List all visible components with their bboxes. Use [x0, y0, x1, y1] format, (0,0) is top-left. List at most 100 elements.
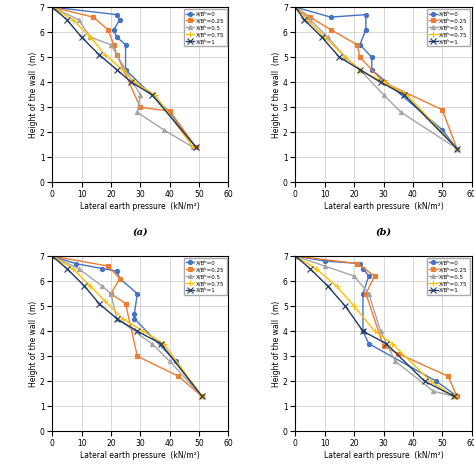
X/Bᵇ=0.25: [372, 273, 377, 279]
X/Bᵇ=0.75: [161, 341, 167, 346]
X/Bᵇ=0.5: [430, 388, 436, 394]
X/Bᵇ=0.5: [49, 4, 55, 10]
X/Bᵇ=0: [360, 328, 366, 334]
X/Bᵇ=0: [454, 393, 460, 399]
X/Bᵇ=1: [454, 146, 460, 152]
X/Bᵇ=1: [128, 80, 134, 85]
X/Bᵇ=0.5: [49, 253, 55, 259]
X/Bᵇ=1: [79, 34, 84, 40]
X/Bᵇ=0: [132, 311, 137, 317]
X/Bᵇ=0.75: [292, 253, 298, 259]
Line: X/Bᵇ=0.25: X/Bᵇ=0.25: [50, 254, 204, 398]
Legend: X/Bᵇ=0, X/Bᵇ=0.25, X/Bᵇ=0.5, X/Bᵇ=0.75, X/Bᵇ=1: X/Bᵇ=0, X/Bᵇ=0.25, X/Bᵇ=0.5, X/Bᵇ=0.75, …: [184, 9, 227, 46]
X/Bᵇ=0.25: [354, 42, 360, 47]
Legend: X/Bᵇ=0, X/Bᵇ=0.25, X/Bᵇ=0.5, X/Bᵇ=0.75, X/Bᵇ=1: X/Bᵇ=0, X/Bᵇ=0.25, X/Bᵇ=0.5, X/Bᵇ=0.75, …: [427, 258, 470, 295]
X/Bᵇ=0.5: [325, 34, 330, 40]
X/Bᵇ=0.5: [454, 146, 460, 152]
Y-axis label: Height of the wall  (m): Height of the wall (m): [273, 52, 282, 138]
X/Bᵇ=0: [322, 258, 328, 264]
X/Bᵇ=0.5: [292, 253, 298, 259]
X/Bᵇ=0.25: [123, 301, 128, 307]
X/Bᵇ=1: [301, 17, 307, 22]
X/Bᵇ=0.5: [190, 145, 196, 150]
X/Bᵇ=0.5: [199, 393, 205, 399]
X/Bᵇ=0.75: [372, 328, 377, 334]
X/Bᵇ=0: [360, 291, 366, 296]
X/Bᵇ=0: [132, 316, 137, 321]
X/Bᵇ=0.25: [193, 145, 199, 150]
X/Bᵇ=0: [199, 393, 205, 399]
X/Bᵇ=0: [193, 145, 199, 150]
X/Bᵇ=0: [357, 261, 363, 266]
X/Bᵇ=1: [49, 4, 55, 10]
Line: X/Bᵇ=0.25: X/Bᵇ=0.25: [293, 5, 459, 151]
X/Bᵇ=1: [337, 55, 342, 60]
X/Bᵇ=0.5: [351, 273, 357, 279]
X/Bᵇ=0.25: [395, 351, 401, 356]
X/Bᵇ=0.5: [135, 109, 140, 115]
X/Bᵇ=0.25: [363, 291, 369, 296]
X/Bᵇ=0.5: [343, 55, 348, 60]
X/Bᵇ=0.75: [70, 17, 75, 22]
Y-axis label: Height of the wall  (m): Height of the wall (m): [29, 301, 38, 387]
X/Bᵇ=1: [422, 378, 428, 384]
X/Bᵇ=0: [366, 341, 372, 346]
Y-axis label: Height of the wall  (m): Height of the wall (m): [273, 301, 282, 387]
Line: X/Bᵇ=0.75: X/Bᵇ=0.75: [292, 4, 460, 152]
X/Bᵇ=0.5: [451, 393, 457, 399]
X/Bᵇ=0.75: [140, 328, 146, 334]
X/Bᵇ=0.75: [70, 266, 75, 272]
Line: X/Bᵇ=1: X/Bᵇ=1: [49, 4, 200, 151]
X/Bᵇ=0.75: [334, 283, 339, 289]
Line: X/Bᵇ=0.25: X/Bᵇ=0.25: [50, 5, 198, 149]
X/Bᵇ=0.25: [381, 80, 386, 85]
X/Bᵇ=0: [114, 268, 119, 274]
X/Bᵇ=0.25: [454, 393, 460, 399]
X/Bᵇ=0.75: [120, 316, 126, 321]
X/Bᵇ=1: [319, 34, 325, 40]
Line: X/Bᵇ=1: X/Bᵇ=1: [49, 253, 205, 400]
X/Bᵇ=1: [49, 253, 55, 259]
X/Bᵇ=1: [64, 266, 70, 272]
X/Bᵇ=0: [73, 261, 79, 266]
X/Bᵇ=0.5: [108, 42, 114, 47]
X/Bᵇ=0.5: [392, 358, 398, 364]
X/Bᵇ=0: [434, 378, 439, 384]
X/Bᵇ=0: [99, 266, 105, 272]
X/Bᵇ=0: [49, 4, 55, 10]
X/Bᵇ=0: [292, 253, 298, 259]
Line: X/Bᵇ=0.25: X/Bᵇ=0.25: [293, 254, 459, 398]
X/Bᵇ=0.25: [381, 343, 386, 349]
X/Bᵇ=1: [292, 4, 298, 10]
X/Bᵇ=1: [64, 17, 70, 22]
X/Bᵇ=0: [292, 4, 298, 10]
X/Bᵇ=0.25: [167, 108, 173, 114]
X/Bᵇ=1: [96, 301, 102, 307]
X-axis label: Lateral earth pressure  (kN/m²): Lateral earth pressure (kN/m²): [81, 451, 200, 460]
X/Bᵇ=0.75: [381, 80, 386, 85]
X/Bᵇ=0.75: [357, 67, 363, 73]
X/Bᵇ=1: [82, 283, 87, 289]
X/Bᵇ=0.25: [105, 27, 111, 33]
Y-axis label: Height of the wall  (m): Height of the wall (m): [29, 52, 38, 138]
X/Bᵇ=0.5: [161, 127, 167, 133]
X/Bᵇ=0.75: [390, 341, 395, 346]
X/Bᵇ=0.5: [76, 17, 82, 22]
X/Bᵇ=0: [167, 109, 173, 115]
X/Bᵇ=1: [325, 283, 330, 289]
X/Bᵇ=0: [117, 17, 123, 22]
X/Bᵇ=0.5: [99, 283, 105, 289]
Line: X/Bᵇ=1: X/Bᵇ=1: [292, 253, 457, 400]
X/Bᵇ=0.75: [322, 34, 328, 40]
X/Bᵇ=0.25: [111, 42, 117, 47]
X/Bᵇ=0.75: [152, 92, 158, 98]
X/Bᵇ=0: [111, 27, 117, 33]
X/Bᵇ=0.5: [307, 17, 313, 22]
X/Bᵇ=0.25: [445, 374, 451, 379]
X/Bᵇ=0.25: [175, 374, 181, 379]
X/Bᵇ=1: [357, 67, 363, 73]
X/Bᵇ=0.25: [114, 52, 119, 57]
X/Bᵇ=0: [114, 12, 119, 18]
X/Bᵇ=0: [328, 14, 334, 20]
X/Bᵇ=0.75: [132, 80, 137, 85]
